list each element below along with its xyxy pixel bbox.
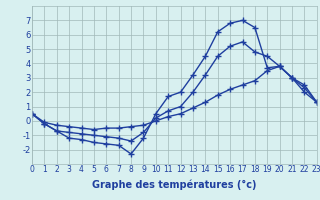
X-axis label: Graphe des températures (°c): Graphe des températures (°c) (92, 180, 257, 190)
